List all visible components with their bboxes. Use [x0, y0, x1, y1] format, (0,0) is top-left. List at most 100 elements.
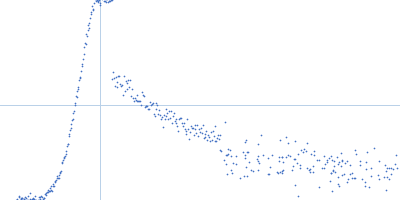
Point: [193, 131, 200, 134]
Point: [243, 139, 250, 142]
Point: [339, 173, 346, 177]
Point: [292, 183, 298, 187]
Point: [40, 198, 46, 200]
Point: [52, 179, 58, 183]
Point: [362, 184, 368, 187]
Point: [157, 114, 163, 117]
Point: [324, 160, 330, 164]
Point: [280, 169, 286, 172]
Point: [225, 148, 232, 151]
Point: [137, 100, 143, 103]
Point: [53, 179, 59, 182]
Point: [26, 197, 33, 200]
Point: [47, 186, 53, 189]
Point: [264, 157, 271, 160]
Point: [129, 88, 135, 91]
Point: [119, 84, 125, 87]
Point: [92, 0, 98, 1]
Point: [180, 124, 186, 127]
Point: [45, 190, 52, 193]
Point: [97, 3, 104, 7]
Point: [290, 157, 297, 161]
Point: [280, 160, 286, 163]
Point: [139, 90, 145, 93]
Point: [178, 116, 184, 119]
Point: [187, 131, 193, 134]
Point: [112, 75, 119, 78]
Point: [90, 7, 96, 10]
Point: [255, 159, 262, 162]
Point: [201, 132, 208, 135]
Point: [326, 180, 333, 183]
Point: [41, 196, 48, 199]
Point: [150, 102, 156, 105]
Point: [310, 170, 316, 173]
Point: [185, 128, 192, 131]
Point: [136, 100, 142, 103]
Point: [344, 177, 351, 181]
Point: [120, 93, 126, 96]
Point: [210, 135, 217, 138]
Point: [363, 168, 369, 171]
Point: [58, 162, 65, 165]
Point: [213, 140, 220, 143]
Point: [314, 158, 320, 161]
Point: [73, 95, 80, 98]
Point: [363, 161, 369, 164]
Point: [188, 125, 194, 128]
Point: [200, 123, 206, 127]
Point: [227, 148, 233, 151]
Point: [78, 69, 84, 73]
Point: [283, 155, 289, 158]
Point: [217, 149, 223, 152]
Point: [349, 171, 355, 175]
Point: [392, 153, 399, 156]
Point: [331, 160, 338, 163]
Point: [28, 199, 35, 200]
Point: [294, 161, 300, 164]
Point: [79, 62, 86, 66]
Point: [26, 199, 32, 200]
Point: [222, 162, 229, 165]
Point: [221, 158, 227, 161]
Point: [254, 157, 260, 160]
Point: [142, 105, 149, 108]
Point: [316, 159, 322, 162]
Point: [48, 184, 54, 188]
Point: [39, 195, 46, 198]
Point: [279, 172, 285, 175]
Point: [384, 176, 390, 179]
Point: [96, 0, 102, 2]
Point: [297, 163, 303, 166]
Point: [66, 135, 72, 138]
Point: [130, 96, 136, 100]
Point: [88, 10, 94, 13]
Point: [72, 103, 78, 106]
Point: [388, 172, 394, 175]
Point: [65, 142, 71, 146]
Point: [50, 182, 56, 185]
Point: [233, 154, 240, 158]
Point: [320, 166, 327, 169]
Point: [42, 192, 49, 195]
Point: [159, 116, 165, 119]
Point: [357, 160, 364, 163]
Point: [172, 121, 179, 124]
Point: [154, 103, 160, 107]
Point: [155, 112, 162, 116]
Point: [216, 138, 222, 141]
Point: [46, 189, 52, 192]
Point: [42, 192, 48, 196]
Point: [338, 159, 345, 162]
Point: [52, 180, 58, 183]
Point: [125, 79, 132, 82]
Point: [190, 134, 197, 137]
Point: [215, 133, 221, 136]
Point: [376, 177, 382, 181]
Point: [15, 199, 21, 200]
Point: [20, 198, 27, 200]
Point: [285, 141, 291, 144]
Point: [108, 0, 114, 2]
Point: [184, 117, 190, 120]
Point: [243, 166, 250, 169]
